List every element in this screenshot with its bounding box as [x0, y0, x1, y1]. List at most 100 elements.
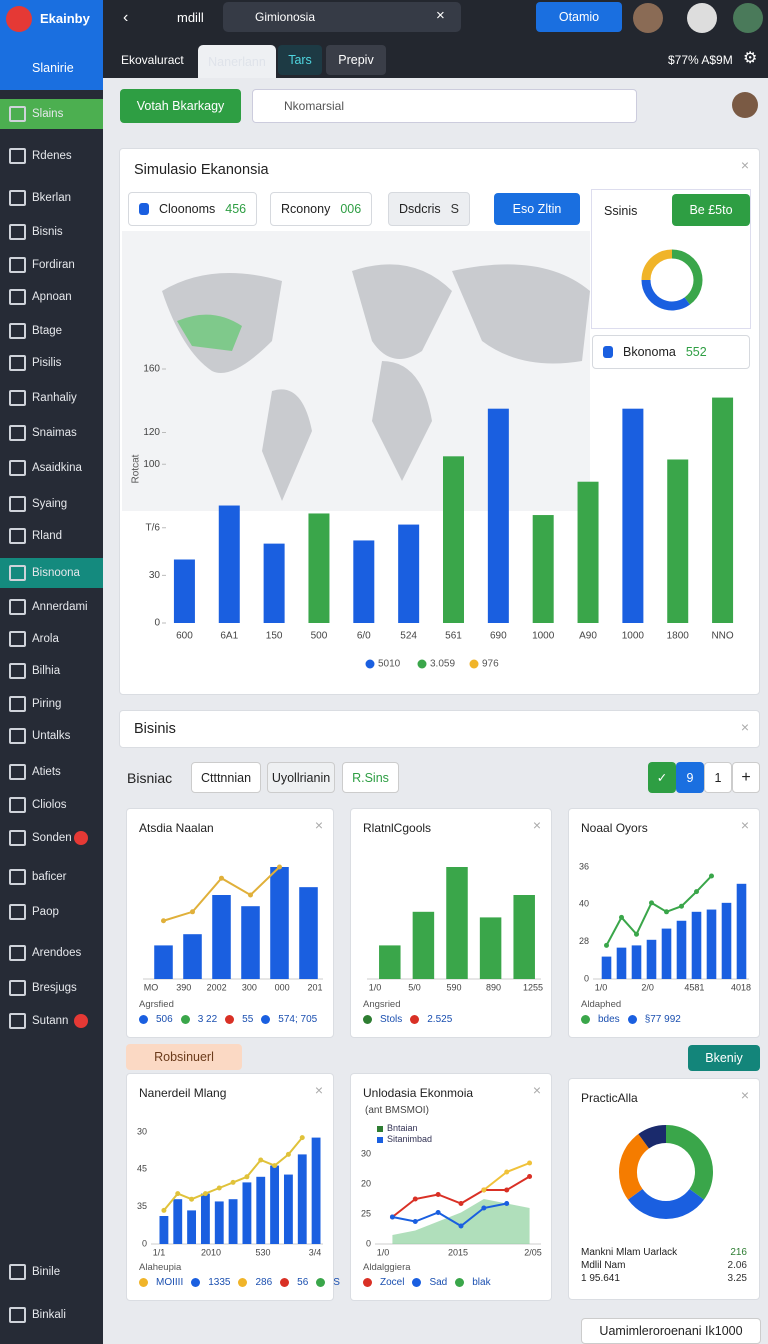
sidebar-item[interactable]: Sutann — [0, 1006, 103, 1036]
bar — [270, 867, 289, 979]
sidebar-item[interactable]: baficer — [0, 862, 103, 892]
bar — [721, 902, 732, 979]
counter[interactable]: 9 — [676, 762, 704, 793]
line — [483, 1162, 530, 1191]
sidebar-item[interactable]: Btage — [0, 316, 103, 346]
primary-button[interactable]: Votah Bkarkagy — [120, 89, 241, 123]
panel: Simulasio Ekanonsia × Rotcat 0 30 T/6 100 120… — [119, 148, 760, 695]
bar — [297, 1154, 307, 1244]
legend-dot — [180, 1015, 190, 1024]
side-title: Ssinis — [604, 204, 638, 218]
counter[interactable]: 1 — [704, 762, 732, 793]
legend-dot — [139, 1015, 148, 1024]
chart-card: PracticAlla × Mankni Mlam Uarlack 216 Mdlil … — [568, 1078, 760, 1300]
point — [389, 1214, 395, 1220]
tab[interactable]: Ekovaluract — [121, 53, 184, 67]
search[interactable] — [223, 2, 461, 32]
sidebar-item[interactable]: Arola — [0, 624, 103, 654]
sidebar-item[interactable]: Paop — [0, 897, 103, 927]
point — [694, 889, 699, 895]
back[interactable]: ‹ — [123, 9, 129, 26]
sidebar-item[interactable]: Apnoan — [0, 282, 103, 312]
point — [504, 1169, 510, 1175]
top-button[interactable]: Otamio — [536, 2, 622, 32]
chip[interactable]: Cloonoms 456 — [128, 192, 258, 226]
tab[interactable]: R.Sins — [342, 762, 399, 793]
sidebar-item[interactable]: Untalks — [0, 721, 103, 751]
tag[interactable]: Robsinuerl — [126, 1044, 242, 1070]
close[interactable]: × — [740, 1087, 749, 1103]
close[interactable]: × — [740, 157, 749, 173]
legend: Stols 2.525 — [363, 1014, 452, 1025]
sidebar-item[interactable]: Rland — [0, 521, 103, 551]
donut-segment — [641, 279, 690, 311]
sidebar-item[interactable]: Atiets — [0, 757, 103, 787]
card-title: RlatnlCgools — [363, 821, 432, 835]
mini-chart: 30 20 25 0 1/0 2015 2/05 — [361, 1148, 542, 1257]
legend-label: 55 — [242, 1014, 254, 1025]
sidebar-item[interactable]: Asaidkina — [0, 453, 103, 483]
bar — [398, 524, 420, 623]
sidebar-item[interactable]: Cliolos — [0, 790, 103, 820]
search-placeholder: Nkomarsial — [284, 99, 345, 113]
sidebar-item[interactable]: Piring — [0, 689, 103, 719]
check[interactable]: ✓ — [648, 762, 676, 793]
sidebar-item[interactable]: Rdenes — [0, 141, 103, 171]
sidebar-item[interactable]: Binile — [0, 1257, 103, 1287]
panel-title: Simulasio Ekanonsia — [134, 162, 269, 178]
sidebar-item[interactable]: Sonden — [0, 823, 103, 853]
chip[interactable]: Dsdcris S — [388, 192, 471, 226]
sidebar-item[interactable]: Annerdami — [0, 592, 103, 622]
key-swatch — [377, 1126, 383, 1132]
x-tick-label: MO — [144, 982, 159, 992]
tab[interactable]: Uyollrianin — [267, 762, 335, 793]
sidebar-item[interactable]: Bkerlan — [0, 183, 103, 213]
bar — [154, 945, 173, 979]
close[interactable]: × — [314, 1082, 323, 1098]
sidebar-item[interactable]: Snaimas — [0, 418, 103, 448]
x-tick-label: 1000 — [622, 631, 645, 642]
close[interactable]: × — [740, 719, 749, 735]
sidebar-item[interactable]: Ranhaliy — [0, 383, 103, 413]
y-tick-label: 160 — [143, 364, 160, 375]
tab[interactable]: Nanerlann — [198, 45, 276, 78]
side-button[interactable]: Be £5to — [672, 194, 750, 226]
sidebar-item[interactable]: Arendoes — [0, 938, 103, 968]
x-tick-label: 1/1 — [153, 1247, 166, 1257]
chip[interactable]: Rconony 006 — [270, 192, 373, 226]
close[interactable]: × — [740, 817, 749, 833]
tab[interactable]: Ctttnnian — [191, 762, 261, 793]
sidebar-item[interactable]: Bresjugs — [0, 973, 103, 1003]
tab[interactable]: Prepiv — [326, 45, 386, 75]
action-button[interactable]: Eso Zltin — [494, 193, 580, 225]
donut-segment — [665, 1125, 713, 1200]
sidebar-item[interactable]: Bilhia — [0, 656, 103, 686]
chip-label: Dsdcris — [399, 202, 441, 216]
sidebar-item[interactable]: Binkali — [0, 1300, 103, 1330]
sidebar-item[interactable]: Slains — [0, 99, 103, 129]
sidebar-item[interactable]: Pisilis — [0, 348, 103, 378]
search-box[interactable] — [252, 89, 637, 123]
x-tick-label: 2/05 — [524, 1247, 542, 1257]
close[interactable]: × — [314, 817, 323, 833]
tab[interactable]: Tars — [278, 45, 322, 75]
chip-label: Cloonoms — [159, 202, 216, 216]
point — [230, 1179, 236, 1185]
sidebar-item[interactable]: Bisnis — [0, 217, 103, 247]
legend-label: 56 — [297, 1277, 309, 1288]
point — [481, 1187, 487, 1193]
legend-label: 2.525 — [427, 1014, 453, 1025]
add[interactable]: + — [732, 762, 760, 793]
teal-button[interactable]: Bkeniy — [688, 1045, 760, 1071]
card-title: Noaal Oyors — [581, 821, 648, 835]
sidebar-item[interactable]: Bisnoona — [0, 558, 103, 588]
close[interactable]: × — [532, 817, 541, 833]
sidebar-item[interactable]: Syaing — [0, 489, 103, 519]
settings[interactable]: ⚙ — [743, 50, 758, 67]
bar — [706, 909, 717, 979]
logo — [6, 6, 32, 32]
sidebar-item[interactable]: Fordiran — [0, 250, 103, 280]
close[interactable]: × — [532, 1082, 541, 1098]
clear[interactable]: × — [436, 7, 445, 24]
